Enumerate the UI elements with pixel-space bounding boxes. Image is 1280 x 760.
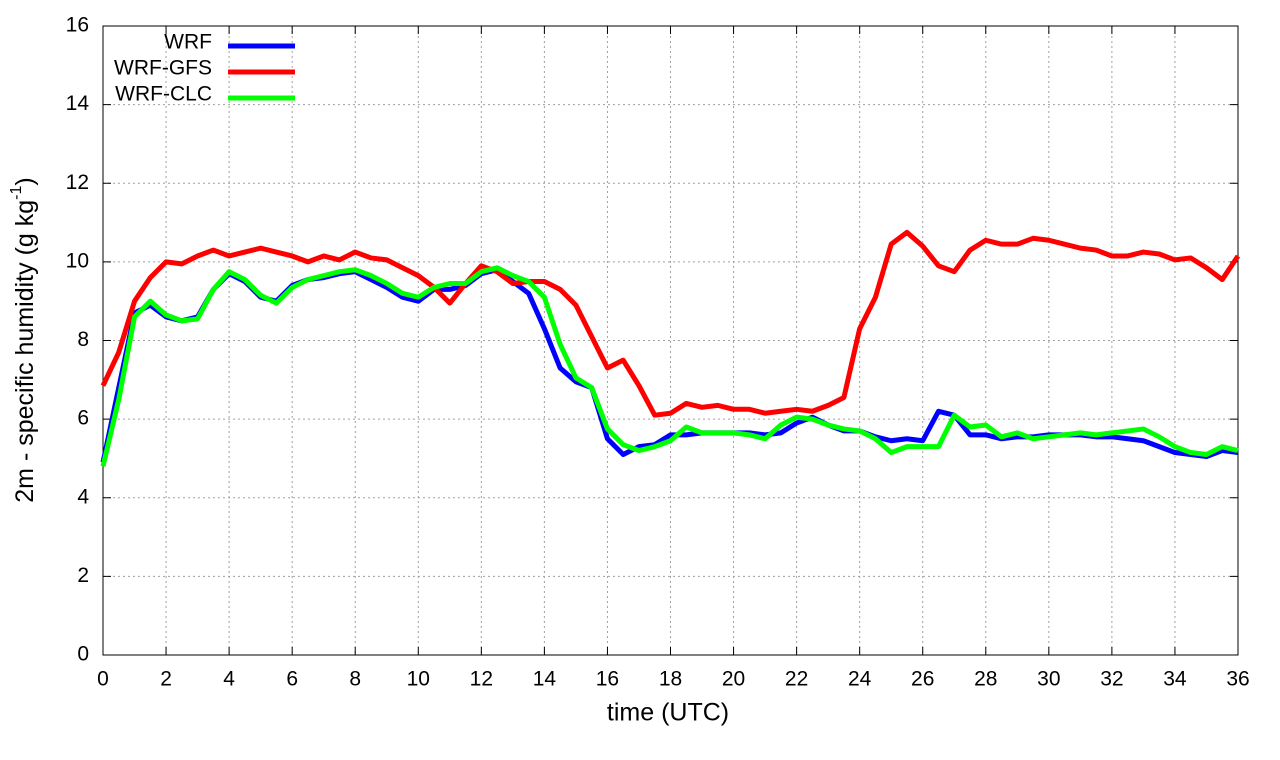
series-line [100, 265, 1239, 467]
x-tick-label: 32 [1100, 668, 1123, 691]
y-axis-label: 2m - specific humidity (g kg-1) [8, 177, 38, 502]
y-tick-label: 2 [77, 564, 89, 587]
y-tick-label: 10 [66, 249, 89, 272]
y-label-end: ) [11, 177, 39, 185]
y-label-text: 2m - specific humidity (g kg [11, 200, 39, 503]
y-label-sup: -1 [8, 186, 25, 200]
x-tick-label: 26 [911, 668, 934, 691]
x-axis-label: time (UTC) [607, 699, 729, 727]
x-tick-label: 18 [659, 668, 682, 691]
plot-frame [102, 25, 1239, 656]
x-tick-label: 22 [785, 668, 808, 691]
x-tick-label: 36 [1226, 668, 1249, 691]
legend-label: WRF [164, 31, 212, 54]
legend-label: WRF-GFS [114, 57, 212, 80]
x-tick-label: 6 [286, 668, 298, 691]
x-tick-label: 20 [722, 668, 745, 691]
x-tick-label: 28 [974, 668, 997, 691]
x-tick-label: 4 [223, 668, 235, 691]
y-tick-label: 6 [77, 407, 89, 430]
y-tick-label: 14 [66, 92, 90, 115]
x-tick-label: 2 [160, 668, 172, 691]
x-tick-label: 12 [470, 668, 493, 691]
y-tick-label: 0 [77, 643, 89, 666]
x-tick-label: 16 [596, 668, 619, 691]
x-tick-label: 0 [97, 668, 109, 691]
y-tick-label: 4 [77, 485, 89, 508]
x-tick-label: 34 [1163, 668, 1187, 691]
y-tick-label: 16 [66, 14, 89, 37]
x-tick-label: 30 [1037, 668, 1060, 691]
y-tick-label: 12 [66, 171, 89, 194]
series-line [100, 229, 1241, 418]
x-tick-label: 24 [848, 668, 872, 691]
y-tick-label: 8 [77, 328, 89, 351]
x-tick-label: 14 [533, 668, 557, 691]
x-tick-label: 8 [349, 668, 361, 691]
x-tick-label: 10 [407, 668, 430, 691]
legend-label: WRF-CLC [115, 83, 212, 106]
